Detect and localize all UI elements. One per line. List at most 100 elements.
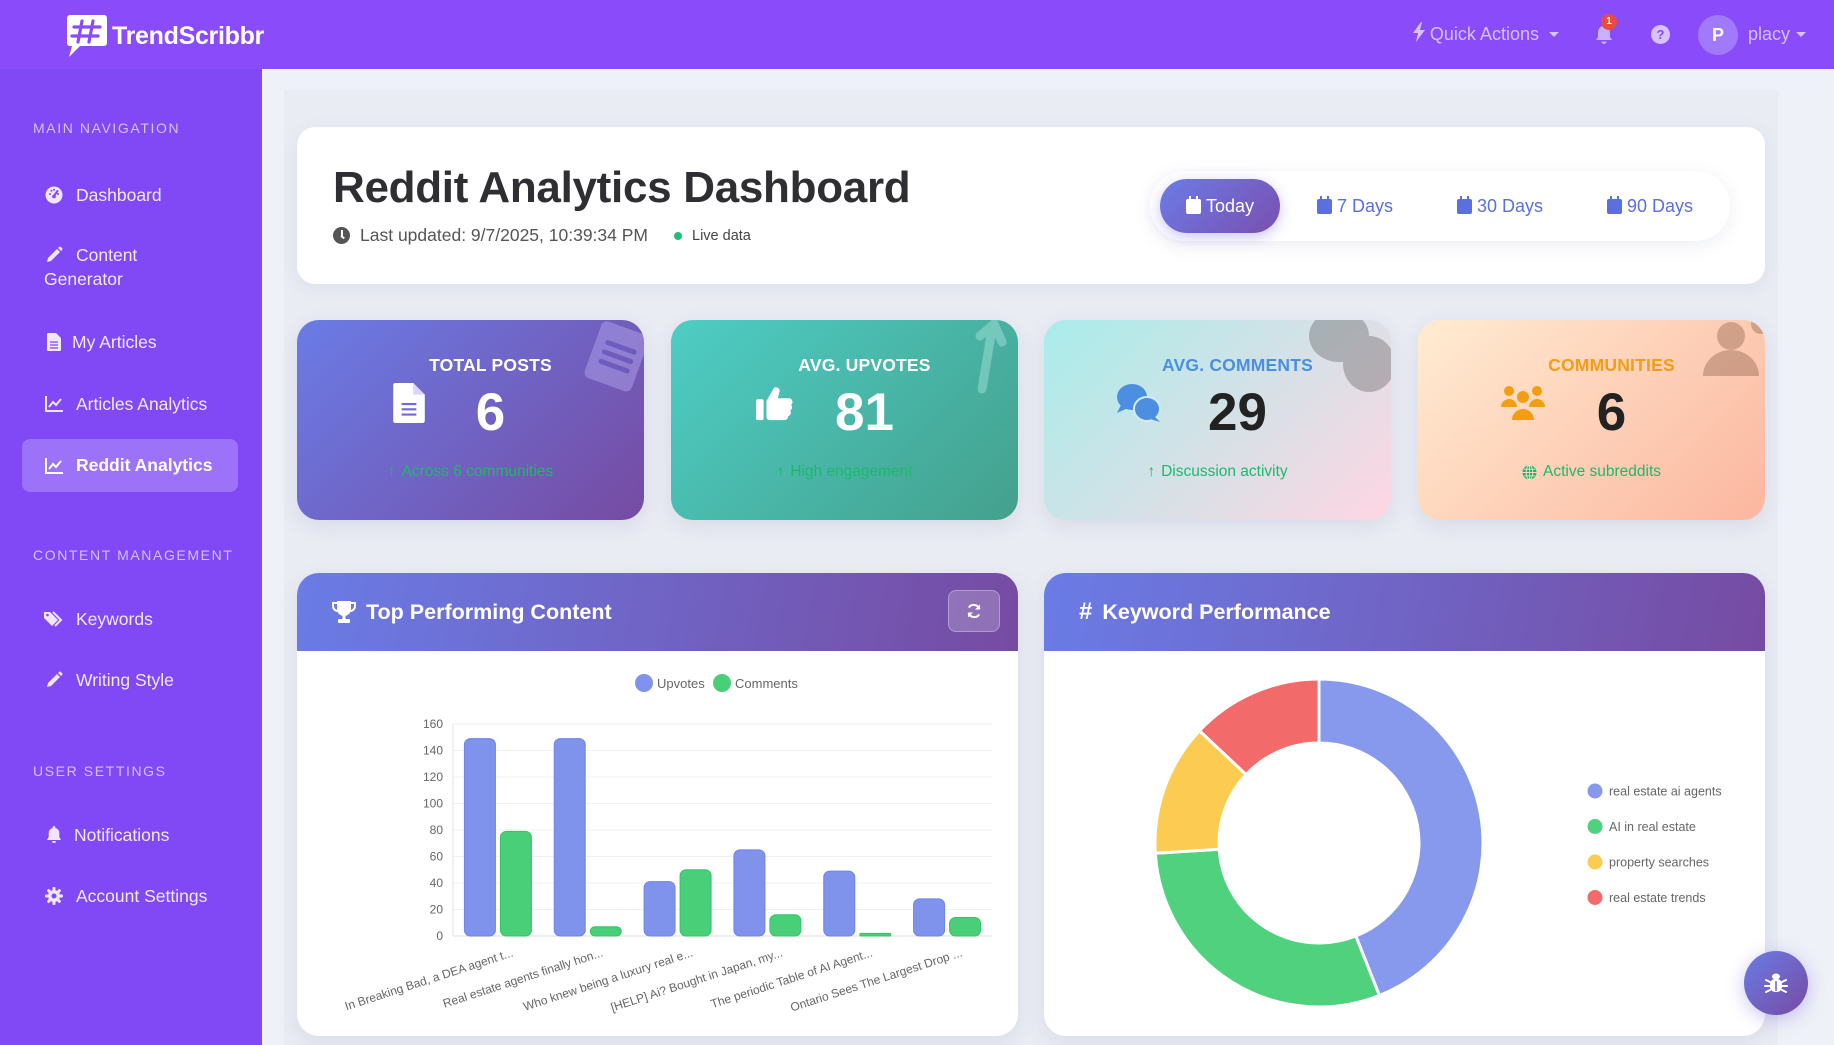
range-label: Today [1205, 195, 1255, 216]
sidebar-item-reddit-analytics[interactable]: Reddit Analytics [22, 439, 238, 492]
stat-footnote: ↑ Discussion activity [1044, 463, 1391, 481]
thumbs-up-icon [756, 387, 793, 421]
svg-text:140: 140 [423, 744, 443, 758]
pencil-icon [44, 670, 64, 690]
section-title-content-management: CONTENT MANAGEMENT [33, 547, 234, 563]
bolt-icon [1412, 22, 1426, 47]
stat-label: AVG. UPVOTES [798, 355, 931, 375]
gauge-icon [44, 185, 64, 205]
svg-text:120: 120 [423, 770, 443, 784]
avatar[interactable]: P [1697, 14, 1738, 55]
sidebar-item-account-settings[interactable]: Account Settings [22, 880, 238, 912]
bell-icon [44, 825, 64, 845]
calendar-week-icon [1316, 195, 1332, 214]
stat-card-total-posts: TOTAL POSTS 6 ↑ Across 6 communities [297, 320, 644, 520]
stat-label: AVG. COMMENTS [1161, 355, 1314, 375]
top-navbar: TrendScribbr Quick Actions 1 ? P placy [0, 0, 1834, 69]
sidebar-item-my-articles[interactable]: My Articles [22, 326, 238, 358]
sidebar-item-dashboard[interactable]: Dashboard [22, 179, 238, 211]
time-range-selector: Today 7 Days 30 Days 90 Days [1150, 171, 1730, 241]
stat-footnote: ↑ Across 6 communities [297, 463, 644, 481]
stat-footnote-text: Discussion activity [1161, 463, 1288, 480]
sidebar-item-notifications[interactable]: Notifications [22, 819, 238, 851]
refresh-icon [967, 603, 981, 619]
sidebar-item-articles-analytics[interactable]: Articles Analytics [22, 388, 238, 420]
stat-value: 29 [1208, 383, 1267, 442]
svg-text:AI in real estate: AI in real estate [1609, 820, 1696, 834]
sidebar-item-label: My Articles [72, 331, 157, 352]
section-title-user-settings: USER SETTINGS [33, 763, 167, 779]
svg-text:real estate trends: real estate trends [1609, 891, 1706, 905]
svg-text:80: 80 [430, 823, 444, 837]
range-7-days-button[interactable]: 7 Days [1280, 179, 1430, 233]
hashtag-chat-logo-icon [64, 13, 108, 59]
bug-report-button[interactable] [1744, 951, 1808, 1015]
sidebar-item-label: Articles Analytics [76, 393, 208, 414]
sidebar-item-writing-style[interactable]: Writing Style [22, 664, 238, 696]
sidebar-item-label-line2: Generator [44, 269, 123, 289]
section-title-main-navigation: MAIN NAVIGATION [33, 120, 181, 136]
stat-footnote-text: High engagement [790, 463, 913, 480]
brand-name: TrendScribbr [112, 21, 264, 50]
live-dot-icon [674, 231, 682, 240]
svg-text:In Breaking Bad, a DEA agent t: In Breaking Bad, a DEA agent t... [343, 946, 515, 1014]
bug-icon [1764, 973, 1788, 993]
upvotes-comments-bar-chart: 0 20 40 60 80 100 120 140 160 Upvotes Comments In B… [343, 674, 992, 1015]
top-performing-content-panel: Top Performing Content 0 20 40 60 80 100 120 14… [297, 573, 1018, 1036]
range-label: 7 Days [1336, 195, 1394, 216]
stat-footnote: ↑ High engagement [671, 463, 1018, 481]
stat-value: 6 [475, 383, 506, 442]
stat-footnote: Active subreddits [1418, 463, 1765, 481]
sidebar-item-label: Content [76, 244, 138, 265]
arrow-decoration-icon [975, 320, 1007, 394]
comments-icon [1117, 384, 1161, 422]
range-label: 90 Days [1626, 195, 1694, 216]
sidebar-item-label: Dashboard [76, 184, 162, 205]
range-label: 30 Days [1476, 195, 1544, 216]
sidebar-item-content-generator[interactable]: Content Generator [22, 241, 238, 301]
svg-text:160: 160 [423, 717, 443, 731]
caret-down-icon [1796, 32, 1806, 37]
stat-card-communities: COMMUNITIES 6 Active subreddits [1418, 320, 1765, 520]
user-menu[interactable]: placy [1748, 24, 1806, 45]
quick-actions-dropdown[interactable]: Quick Actions [1412, 22, 1559, 47]
help-icon[interactable]: ? [1650, 25, 1670, 44]
notification-badge: 1 [1600, 13, 1617, 30]
stat-value: 81 [835, 383, 894, 442]
trophy-icon [332, 601, 356, 623]
svg-text:Upvotes: Upvotes [657, 676, 705, 691]
sidebar-item-label: Account Settings [76, 885, 208, 906]
range-90-days-button[interactable]: 90 Days [1570, 179, 1730, 233]
panel-title: Keyword Performance [1102, 599, 1331, 624]
pencil-icon [44, 245, 64, 265]
sidebar-item-keywords[interactable]: Keywords [22, 603, 238, 635]
range-today-button[interactable]: Today [1160, 179, 1280, 233]
brand[interactable]: TrendScribbr [64, 13, 264, 59]
caret-down-icon [1548, 32, 1559, 37]
svg-text:Who knew being a luxury real e: Who knew being a luxury real e... [521, 946, 694, 1014]
live-label: Live data [692, 227, 751, 244]
dashboard-header: Reddit Analytics Dashboard Last updated:… [297, 127, 1765, 284]
svg-text:0: 0 [436, 929, 443, 943]
last-updated: Last updated: 9/7/2025, 10:39:34 PM Live… [333, 225, 751, 246]
svg-text:100: 100 [423, 797, 443, 811]
calendar-day-icon [1185, 195, 1201, 214]
stat-card-avg-upvotes: AVG. UPVOTES 81 ↑ High engagement [671, 320, 1018, 520]
last-updated-text: Last updated: 9/7/2025, 10:39:34 PM [360, 225, 648, 245]
sidebar-item-label: Keywords [76, 608, 153, 629]
svg-text:property searches: property searches [1609, 856, 1709, 870]
svg-text:Ontario Sees The Largest Drop: Ontario Sees The Largest Drop ... [789, 946, 964, 1015]
range-30-days-button[interactable]: 30 Days [1430, 179, 1570, 233]
file-icon [44, 332, 64, 352]
refresh-button[interactable] [948, 590, 1000, 632]
sidebar-item-label: Writing Style [76, 669, 174, 690]
svg-text:Comments: Comments [735, 676, 798, 691]
stat-footnote-text: Active subreddits [1542, 463, 1662, 480]
hashtag-icon: # [1079, 598, 1093, 625]
live-indicator: Live data [674, 228, 751, 244]
stat-card-avg-comments: AVG. COMMENTS 29 ↑ Discussion activity [1044, 320, 1391, 520]
keyword-donut-chart: real estate ai agents AI in real estate pr… [1153, 677, 1722, 1009]
notifications-button[interactable]: 1 [1595, 13, 1617, 47]
panel-header: Top Performing Content [297, 573, 1018, 651]
stat-label: TOTAL POSTS [429, 355, 552, 375]
